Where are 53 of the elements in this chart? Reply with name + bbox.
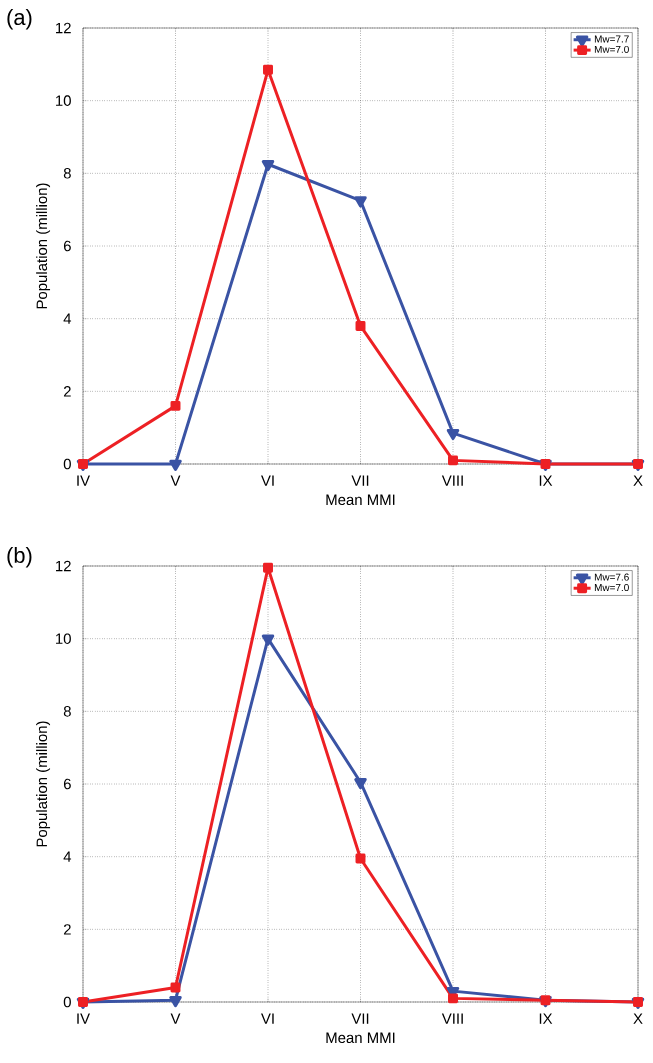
point: [448, 993, 458, 1004]
legend-label: Mw=7.0: [594, 45, 629, 53]
point: [169, 459, 182, 471]
x-tick-label: IV: [77, 1013, 90, 1024]
legend-label: Mw=7.6: [594, 573, 629, 581]
point: [261, 634, 275, 646]
point: [448, 455, 458, 466]
legend-label: Mw=7.0: [594, 584, 629, 592]
point: [261, 160, 275, 172]
x-tick-label: X: [633, 475, 643, 486]
x-tick-label: X: [633, 1013, 643, 1024]
point: [355, 320, 366, 331]
y-axis-title: Population (million): [36, 721, 51, 847]
legend-label: Mw=7.7: [594, 35, 629, 43]
x-tick-label: VIII: [441, 1013, 463, 1024]
y-tick-label: 6: [63, 240, 71, 252]
y-tick-label: 4: [63, 313, 72, 324]
point: [446, 428, 460, 441]
point: [169, 995, 182, 1008]
point: [354, 777, 367, 790]
x-tick-label: IX: [539, 475, 553, 486]
x-tick-label: VIII: [441, 475, 463, 486]
x-axis-title: Mean MMI: [326, 1032, 395, 1044]
point: [354, 196, 367, 208]
point: [170, 982, 181, 993]
y-tick-label: 8: [63, 706, 71, 717]
y-tick-label: 8: [63, 168, 71, 179]
chart-title: (a): [7, 8, 32, 30]
x-axis-title: Mean MMI: [326, 494, 395, 506]
x-tick-label: VI: [261, 1013, 274, 1024]
y-tick-label: 12: [56, 560, 71, 572]
y-tick-label: 10: [56, 95, 71, 106]
point: [170, 400, 181, 411]
point: [263, 64, 273, 75]
x-tick-label: IX: [539, 1013, 553, 1024]
x-tick-label: V: [170, 475, 181, 486]
y-tick-label: 0: [63, 996, 71, 1008]
y-tick-label: 4: [63, 851, 72, 862]
y-tick-label: 2: [63, 386, 71, 397]
point: [263, 562, 273, 573]
x-tick-label: IV: [77, 475, 90, 486]
point: [355, 853, 366, 864]
x-tick-label: VI: [261, 475, 274, 486]
y-tick-label: 2: [63, 924, 71, 935]
x-tick-label: V: [170, 1013, 181, 1024]
y-tick-label: 10: [56, 633, 71, 644]
y-axis-title: Population (million): [36, 183, 51, 309]
y-tick-label: 12: [56, 22, 71, 34]
x-tick-label: VII: [351, 1013, 369, 1024]
x-tick-label: VII: [351, 475, 369, 486]
y-tick-label: 6: [63, 778, 71, 790]
chart-title: (b): [7, 546, 32, 568]
y-tick-label: 0: [63, 458, 71, 470]
